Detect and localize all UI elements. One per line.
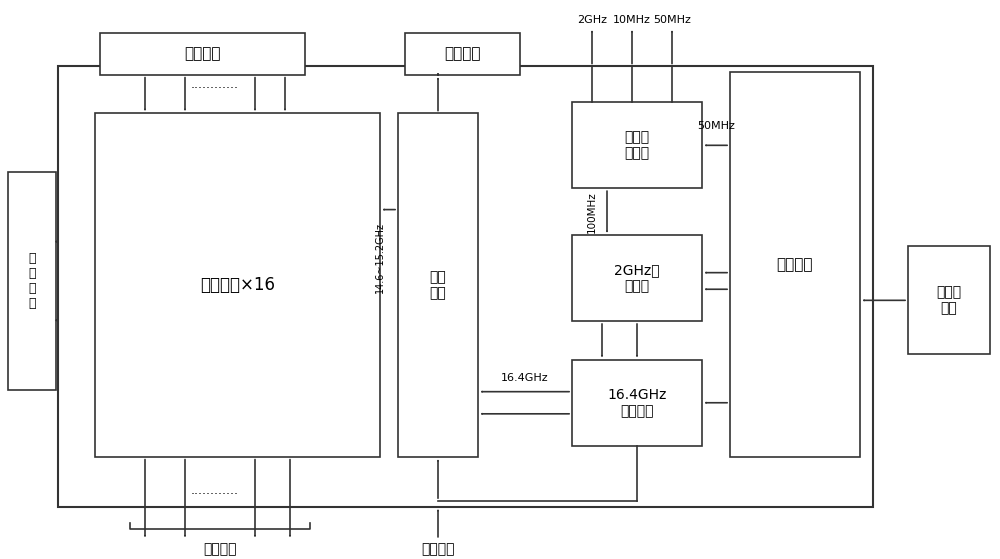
Bar bbox=[58, 67, 873, 506]
Text: 电源和
控制: 电源和 控制 bbox=[936, 285, 962, 315]
Text: 接收通道×16: 接收通道×16 bbox=[200, 276, 275, 294]
Text: 16.4GHz
本振模块: 16.4GHz 本振模块 bbox=[607, 387, 667, 418]
Bar bbox=[405, 33, 520, 75]
Text: ············: ············ bbox=[191, 82, 239, 95]
Bar bbox=[95, 113, 380, 457]
Text: 100MHz: 100MHz bbox=[587, 191, 597, 233]
Bar bbox=[8, 172, 56, 390]
Text: 10MHz: 10MHz bbox=[613, 15, 651, 25]
Bar bbox=[908, 247, 990, 354]
Bar bbox=[100, 33, 305, 75]
Text: 中频输出: 中频输出 bbox=[203, 543, 237, 557]
Text: 中频输入: 中频输入 bbox=[421, 543, 455, 557]
Text: ············: ············ bbox=[191, 487, 239, 501]
Text: 散
热
模
块: 散 热 模 块 bbox=[28, 252, 36, 310]
Text: 接收天线: 接收天线 bbox=[184, 46, 221, 61]
Text: 50MHz: 50MHz bbox=[697, 121, 735, 131]
Text: 发射
通道: 发射 通道 bbox=[430, 270, 446, 300]
Bar bbox=[398, 113, 478, 457]
Text: 2GHz时
钟模块: 2GHz时 钟模块 bbox=[614, 263, 660, 293]
Text: 2GHz: 2GHz bbox=[577, 15, 607, 25]
Bar bbox=[572, 360, 702, 446]
Bar bbox=[730, 72, 860, 457]
Text: 测试时
钟模块: 测试时 钟模块 bbox=[624, 130, 650, 160]
Text: 16.4GHz: 16.4GHz bbox=[501, 373, 549, 383]
Bar bbox=[572, 235, 702, 321]
Text: 50MHz: 50MHz bbox=[653, 15, 691, 25]
Text: 14.6~15.2GHz: 14.6~15.2GHz bbox=[375, 222, 385, 293]
Bar bbox=[572, 102, 702, 188]
Text: 发射天线: 发射天线 bbox=[444, 46, 481, 61]
Text: 电源控制: 电源控制 bbox=[777, 257, 813, 272]
